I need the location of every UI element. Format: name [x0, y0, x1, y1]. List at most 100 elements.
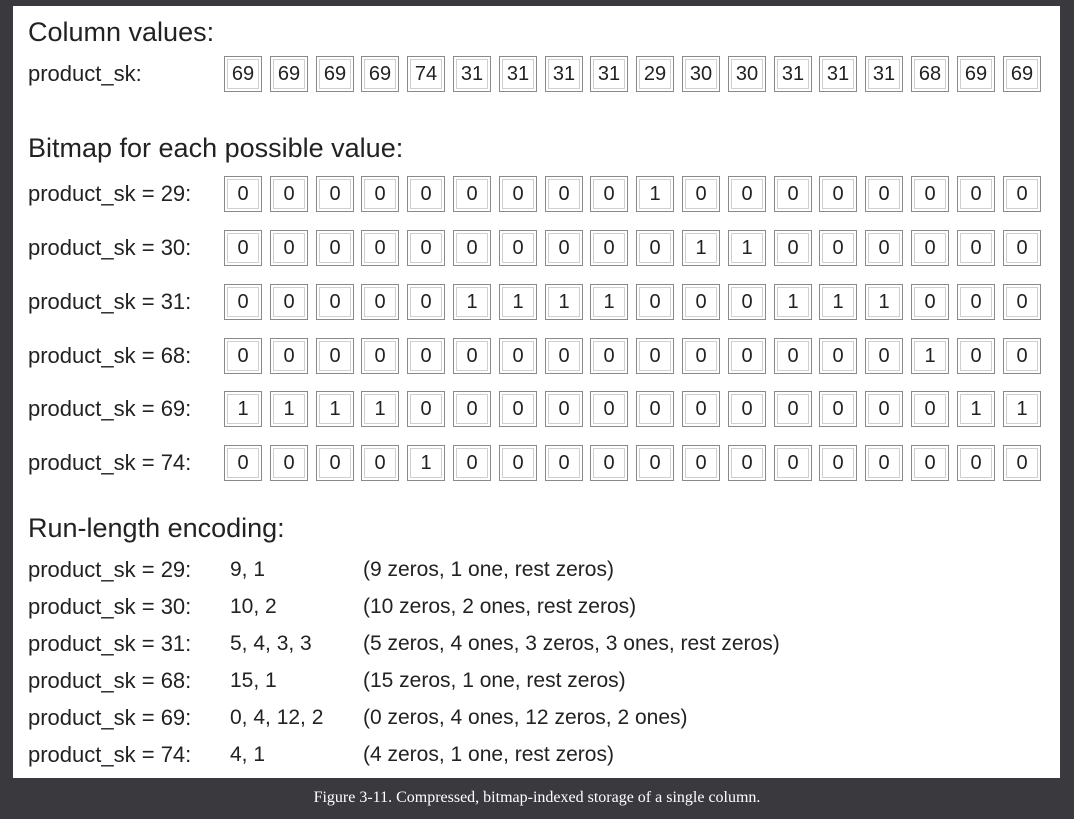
bitmap-bit-cell: 0: [270, 176, 308, 212]
rle-code: 5, 4, 3, 3: [230, 632, 312, 655]
bitmap-bit-cell: 0: [316, 230, 354, 266]
bitmap-bit-cell: 0: [636, 445, 674, 481]
bitmap-row-label: product_sk = 30:: [28, 235, 192, 260]
bitmap-bit-cell: 0: [407, 176, 445, 212]
rle-heading: Run-length encoding:: [28, 513, 285, 543]
bitmap-bit-cell: 0: [911, 445, 949, 481]
bitmap-bit-cell: 1: [774, 284, 812, 320]
column-value-cell: 69: [224, 56, 262, 92]
bitmap-row-label: product_sk = 31:: [28, 289, 192, 314]
bitmap-bit-cell: 0: [316, 176, 354, 212]
rle-code: 10, 2: [230, 595, 277, 618]
bitmap-bit-cell: 0: [957, 445, 995, 481]
bitmap-bit-cell: 1: [499, 284, 537, 320]
bitmap-bit-cell: 0: [682, 284, 720, 320]
bitmap-bit-cell: 1: [819, 284, 857, 320]
bitmap-bit-cell: 0: [636, 338, 674, 374]
bitmap-bit-cell: 0: [819, 391, 857, 427]
rle-code: 4, 1: [230, 743, 266, 766]
bitmap-bit-cell: 1: [728, 230, 766, 266]
bitmap-bit-cell: 0: [636, 230, 674, 266]
bitmap-bit-cell: 0: [911, 391, 949, 427]
bitmap-bit-cell: 0: [453, 230, 491, 266]
bitmap-bit-cell: 0: [774, 230, 812, 266]
rle-row-label: product_sk = 69:: [28, 705, 192, 730]
bitmap-bit-cell: 1: [957, 391, 995, 427]
column-value-cell: 68: [911, 56, 949, 92]
bitmap-row-label: product_sk = 68:: [28, 343, 192, 368]
rle-note: (9 zeros, 1 one, rest zeros): [363, 558, 614, 581]
bitmap-bit-cell: 1: [1003, 391, 1041, 427]
rle-code: 9, 1: [230, 558, 266, 581]
bitmap-bit-cell: 0: [361, 284, 399, 320]
rle-note: (15 zeros, 1 one, rest zeros): [363, 669, 626, 692]
bitmap-row-label: product_sk = 29:: [28, 181, 192, 206]
bitmap-bit-cell: 0: [499, 445, 537, 481]
bitmap-bit-cell: 0: [499, 338, 537, 374]
bitmap-bit-cell: 0: [499, 391, 537, 427]
rle-row-label: product_sk = 29:: [28, 557, 192, 582]
column-label: product_sk:: [28, 61, 142, 86]
bitmap-bit-cell: 1: [636, 176, 674, 212]
rle-note: (4 zeros, 1 one, rest zeros): [363, 743, 614, 766]
bitmap-bit-cell: 1: [361, 391, 399, 427]
bitmap-bit-cell: 0: [407, 230, 445, 266]
bitmap-bit-cell: 0: [453, 338, 491, 374]
bitmap-bit-cell: 0: [819, 445, 857, 481]
bitmap-bit-cell: 0: [1003, 284, 1041, 320]
bitmap-row-label: product_sk = 74:: [28, 450, 192, 475]
figure-caption: Figure 3-11. Compressed, bitmap-indexed …: [313, 789, 761, 806]
rle-row-label: product_sk = 74:: [28, 742, 192, 767]
bitmap-bit-cell: 0: [453, 445, 491, 481]
bitmap-bit-cell: 0: [682, 445, 720, 481]
bitmap-bit-cell: 0: [774, 176, 812, 212]
bitmap-bit-cell: 0: [728, 391, 766, 427]
bitmap-bit-cell: 0: [224, 284, 262, 320]
bitmap-bit-cell: 0: [911, 176, 949, 212]
column-value-cell: 30: [728, 56, 766, 92]
bitmap-bit-cell: 1: [453, 284, 491, 320]
bitmap-bit-cell: 0: [957, 176, 995, 212]
rle-row-label: product_sk = 68:: [28, 668, 192, 693]
bitmap-bit-cell: 0: [270, 445, 308, 481]
bitmap-bit-cell: 0: [865, 230, 903, 266]
bitmap-bit-cell: 0: [774, 338, 812, 374]
bitmap-bit-cell: 0: [545, 338, 583, 374]
column-value-cell: 69: [957, 56, 995, 92]
bitmap-bit-cell: 0: [361, 176, 399, 212]
column-value-cell: 31: [453, 56, 491, 92]
bitmap-bit-cell: 0: [728, 338, 766, 374]
bitmap-bit-cell: 0: [545, 176, 583, 212]
bitmap-bit-cell: 1: [911, 338, 949, 374]
bitmap-bit-cell: 0: [1003, 445, 1041, 481]
bitmap-bit-cell: 1: [224, 391, 262, 427]
bitmap-bit-cell: 0: [957, 284, 995, 320]
bitmap-bit-cell: 0: [224, 176, 262, 212]
bitmap-bit-cell: 0: [774, 445, 812, 481]
column-value-cell: 30: [682, 56, 720, 92]
bitmap-bit-cell: 0: [407, 391, 445, 427]
bitmap-bit-cell: 0: [1003, 176, 1041, 212]
rle-row-label: product_sk = 31:: [28, 631, 192, 656]
bitmap-bit-cell: 0: [819, 230, 857, 266]
bitmap-bit-cell: 0: [499, 230, 537, 266]
bitmap-bit-cell: 0: [453, 176, 491, 212]
bitmap-bit-cell: 0: [865, 338, 903, 374]
bitmap-row-label: product_sk = 69:: [28, 396, 192, 421]
bitmap-bit-cell: 0: [361, 445, 399, 481]
bitmap-bit-cell: 0: [361, 338, 399, 374]
bitmap-bit-cell: 0: [865, 445, 903, 481]
bitmap-bit-cell: 0: [911, 230, 949, 266]
bitmap-bit-cell: 1: [407, 445, 445, 481]
column-value-cell: 74: [407, 56, 445, 92]
bitmap-bit-cell: 0: [682, 176, 720, 212]
bitmap-bit-cell: 0: [270, 338, 308, 374]
bitmap-bit-cell: 0: [361, 230, 399, 266]
bitmap-bit-cell: 0: [1003, 338, 1041, 374]
bitmap-bit-cell: 0: [590, 391, 628, 427]
bitmap-bit-cell: 0: [316, 338, 354, 374]
bitmap-bit-cell: 0: [224, 230, 262, 266]
bitmap-bit-cell: 0: [407, 284, 445, 320]
column-value-cell: 31: [774, 56, 812, 92]
bitmap-bit-cell: 0: [316, 284, 354, 320]
